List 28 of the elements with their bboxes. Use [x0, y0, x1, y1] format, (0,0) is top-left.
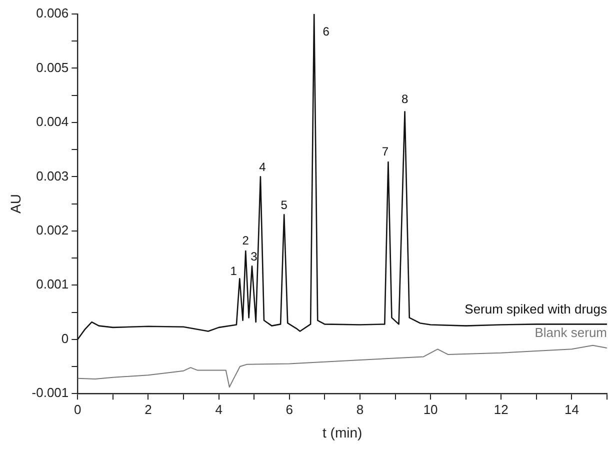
x-tick-label: 14 — [564, 402, 579, 417]
annotation: 4 — [259, 160, 266, 174]
y-tick-label: 0 — [61, 330, 69, 346]
x-tick-label: 6 — [286, 402, 294, 417]
annotation: 1 — [230, 264, 238, 278]
y-tick-label: 0.001 — [36, 276, 69, 292]
series-label: Blank serum — [534, 325, 607, 340]
x-tick-label: 0 — [74, 402, 82, 417]
x-tick-label: 12 — [494, 402, 508, 417]
annotation: 5 — [280, 198, 288, 212]
y-tick-label: 0.003 — [36, 168, 69, 184]
annotation: 8 — [401, 92, 408, 106]
annotation: 7 — [382, 144, 389, 158]
annotation: 2 — [242, 233, 250, 248]
y-tick-label: 0.006 — [36, 6, 69, 21]
x-tick-label: 10 — [423, 402, 438, 417]
x-tick-label: 8 — [356, 402, 364, 417]
y-tick-label: 0.005 — [36, 60, 69, 75]
annotation: 6 — [322, 24, 330, 38]
y-tick-label: 0.004 — [36, 114, 69, 130]
series-label: Serum spiked with drugs — [464, 301, 608, 316]
y-axis-title: AU — [7, 194, 24, 214]
y-tick-label: 0.002 — [36, 222, 69, 238]
x-tick-label: 2 — [144, 402, 152, 417]
annotation: 3 — [250, 249, 258, 264]
x-tick-label: 4 — [215, 402, 222, 417]
y-tick-label: -0.001 — [32, 385, 69, 400]
x-axis-title: t (min) — [322, 424, 362, 440]
